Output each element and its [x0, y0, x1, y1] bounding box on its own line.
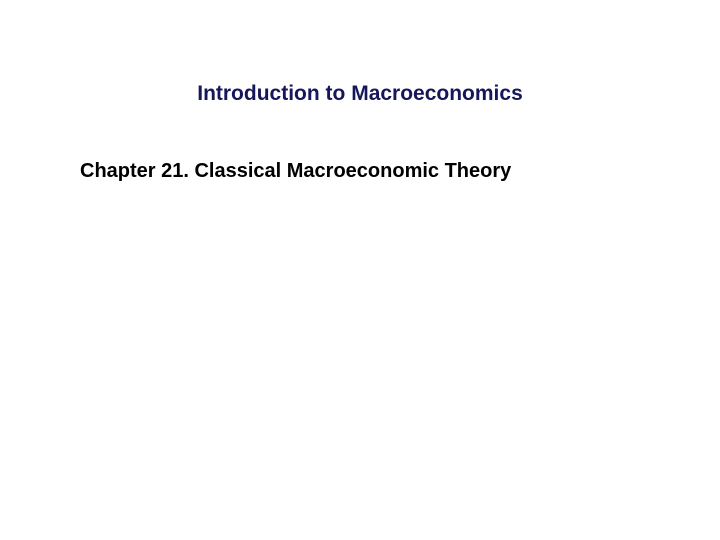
page-title: Introduction to Macroeconomics	[0, 82, 720, 106]
chapter-heading: Chapter 21. Classical Macroeconomic Theo…	[80, 160, 511, 183]
